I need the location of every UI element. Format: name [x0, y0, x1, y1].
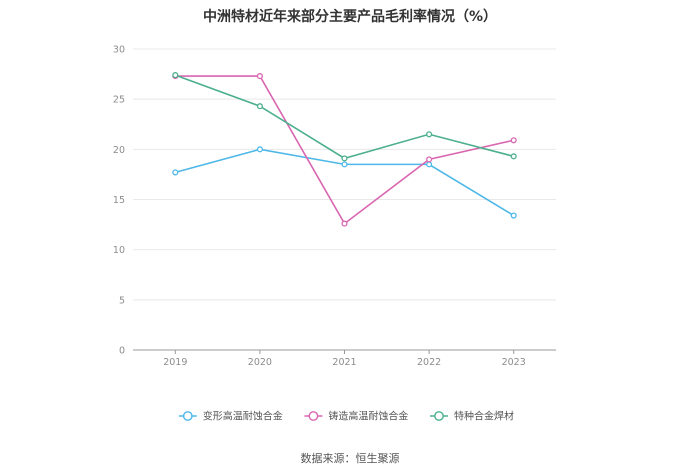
axes: 0 5 10 15 20 25 30 2019 2020 2021 2022 2023 [113, 45, 556, 368]
data-point [510, 212, 517, 219]
x-tick-label: 2022 [417, 357, 441, 368]
y-tick-label: 5 [119, 295, 125, 306]
data-source-note: 数据来源：恒生聚源 [300, 452, 400, 465]
legend-marker [434, 411, 444, 421]
data-point [426, 156, 433, 163]
data-point [510, 153, 517, 160]
legend-marker [308, 411, 319, 421]
data-point [341, 155, 348, 162]
legend-item-3: 特种合金焊材 [430, 410, 514, 423]
legend: 变形高温耐蚀合金 铸造高温耐蚀合金 特种合金焊材 [178, 410, 514, 423]
data-point [256, 146, 263, 153]
data-point [172, 169, 179, 176]
series-line-2 [175, 75, 514, 225]
y-tick-label: 10 [113, 245, 125, 256]
legend-label: 铸造高温耐蚀合金 [328, 410, 408, 423]
x-tick-label: 2020 [248, 357, 272, 368]
x-tick-label: 2021 [332, 357, 356, 368]
chart-title: 中洲特材近年来部分主要产品毛利率情况（%） [202, 9, 498, 25]
data-point [172, 72, 179, 79]
series-lines [172, 72, 517, 227]
y-tick-label: 20 [113, 145, 125, 156]
x-tick-label: 2023 [502, 357, 526, 368]
data-point [426, 131, 433, 138]
data-point [426, 161, 433, 168]
x-tick-label: 2019 [163, 357, 187, 368]
y-tick-label: 25 [113, 95, 125, 106]
data-point [341, 161, 348, 168]
y-tick-label: 0 [119, 346, 125, 357]
data-point [510, 137, 517, 144]
grid-lines [133, 48, 556, 301]
series-line-3 [175, 74, 514, 160]
legend-item-2: 铸造高温耐蚀合金 [304, 410, 408, 423]
legend-marker [182, 411, 193, 421]
legend-item-1: 变形高温耐蚀合金 [178, 410, 283, 423]
data-point [256, 103, 263, 110]
y-tick-label: 15 [113, 195, 125, 206]
legend-label: 特种合金焊材 [454, 410, 514, 423]
data-point [341, 220, 348, 227]
data-point [256, 73, 263, 80]
legend-label: 变形高温耐蚀合金 [203, 410, 283, 423]
y-tick-label: 30 [113, 45, 125, 56]
